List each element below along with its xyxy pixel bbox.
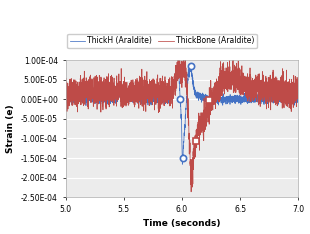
ThickBone (Araldite) [182,50,186,53]
ThickH (Araldite) [153,100,157,103]
ThickH (Araldite) [297,98,300,101]
ThickH (Araldite) [104,101,108,104]
Line: ThickH (Araldite): ThickH (Araldite) [66,63,299,164]
ThickBone (Araldite) [297,98,300,101]
ThickBone (Araldite) [292,90,296,93]
Legend: ThickH (Araldite), ThickBone (Araldite): ThickH (Araldite), ThickBone (Araldite) [67,34,257,48]
Y-axis label: Strain (e): Strain (e) [6,104,15,153]
X-axis label: Time (seconds): Time (seconds) [143,219,221,228]
ThickH (Araldite) [189,62,193,65]
ThickH (Araldite) [180,163,184,166]
ThickBone (Araldite) [153,91,157,93]
ThickH (Araldite) [267,95,271,98]
ThickH (Araldite) [90,97,94,100]
ThickBone (Araldite) [189,190,193,193]
ThickH (Araldite) [64,97,68,100]
ThickH (Araldite) [292,97,296,99]
ThickBone (Araldite) [90,97,94,100]
ThickBone (Araldite) [163,75,167,78]
ThickBone (Araldite) [104,87,108,89]
ThickBone (Araldite) [267,89,271,92]
ThickH (Araldite) [163,98,167,100]
ThickBone (Araldite) [64,103,68,106]
Line: ThickBone (Araldite): ThickBone (Araldite) [66,52,299,192]
